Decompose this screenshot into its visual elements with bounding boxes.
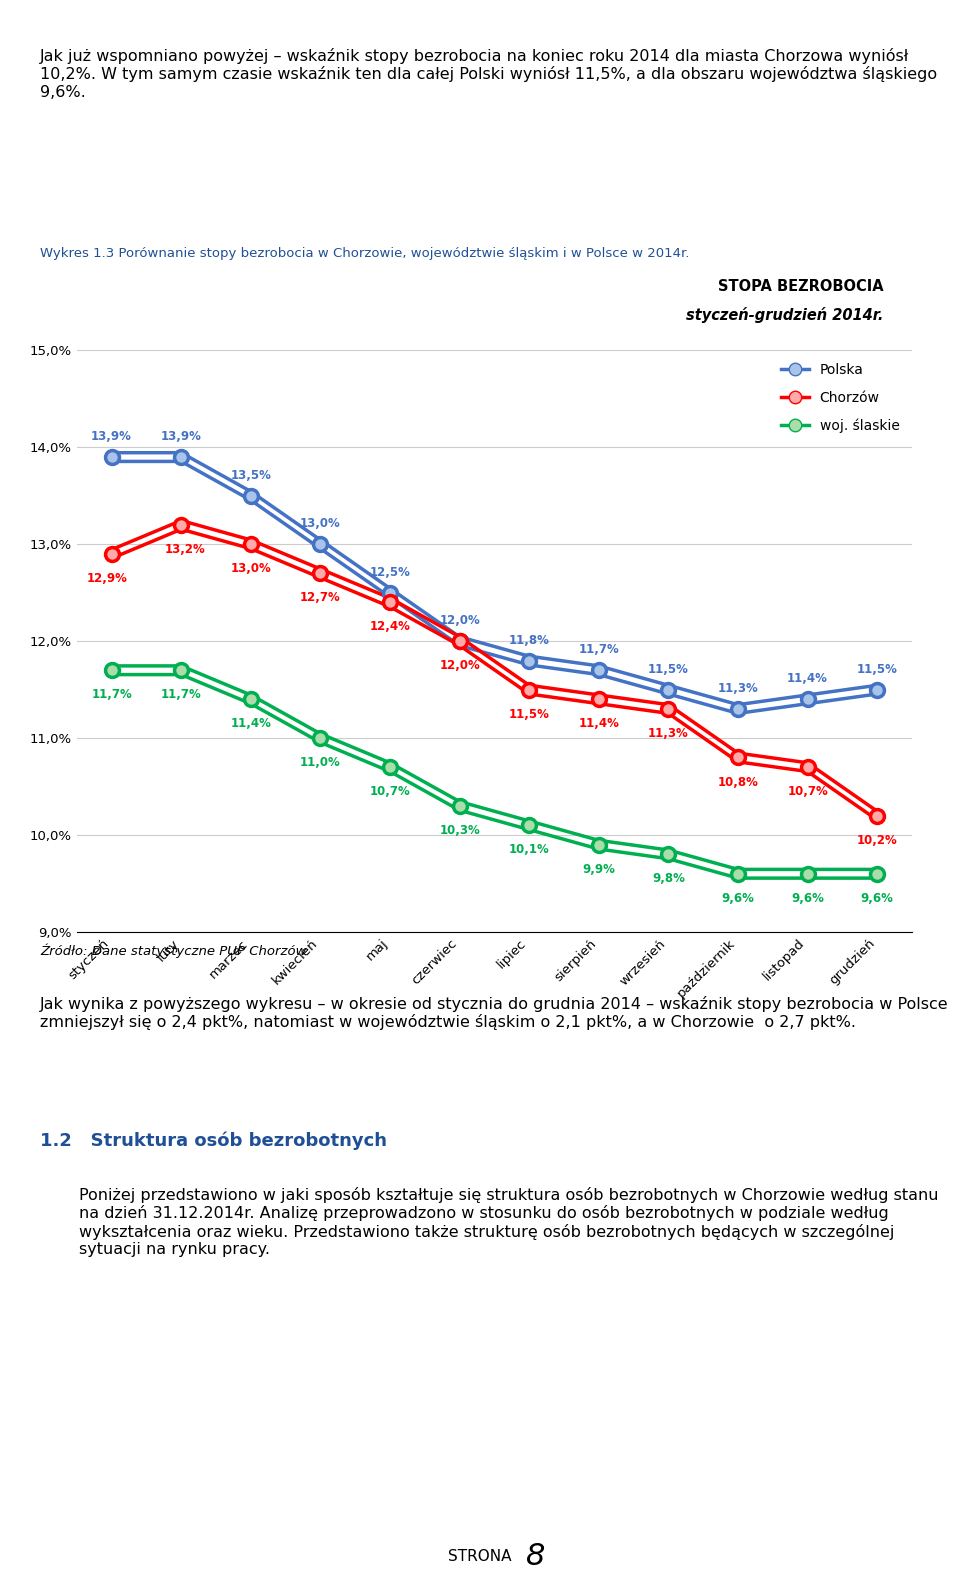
Text: 13,2%: 13,2% (165, 543, 205, 556)
Text: 13,0%: 13,0% (300, 518, 341, 530)
Text: 11,3%: 11,3% (718, 682, 758, 695)
Text: 9,6%: 9,6% (722, 892, 755, 905)
Text: Wykres 1.3 Porównanie stopy bezrobocia w Chorzowie, województwie śląskim i w Pol: Wykres 1.3 Porównanie stopy bezrobocia w… (40, 247, 689, 260)
Text: 13,9%: 13,9% (160, 430, 202, 443)
Text: 9,6%: 9,6% (861, 892, 894, 905)
Text: STOPA BEZROBOCIA: STOPA BEZROBOCIA (717, 279, 883, 293)
Text: Jak wynika z powyższego wykresu – w okresie od stycznia do grudnia 2014 – wskaźn: Jak wynika z powyższego wykresu – w okre… (40, 996, 948, 1031)
Text: 11,5%: 11,5% (509, 707, 550, 720)
Text: 13,9%: 13,9% (91, 430, 132, 443)
Text: 12,0%: 12,0% (440, 615, 480, 628)
Text: 10,3%: 10,3% (440, 824, 480, 836)
Text: 10,2%: 10,2% (857, 833, 898, 846)
Text: 12,9%: 12,9% (87, 572, 128, 585)
Text: 13,5%: 13,5% (230, 468, 272, 483)
Text: 12,0%: 12,0% (440, 660, 480, 672)
Text: styczeń-grudzień 2014r.: styczeń-grudzień 2014r. (685, 307, 883, 323)
Text: 11,5%: 11,5% (856, 663, 898, 675)
Text: 12,7%: 12,7% (300, 591, 341, 604)
Text: 9,6%: 9,6% (791, 892, 824, 905)
Text: 10,1%: 10,1% (509, 843, 549, 857)
Text: 11,3%: 11,3% (648, 726, 688, 741)
Text: 11,5%: 11,5% (648, 663, 689, 675)
Text: 9,8%: 9,8% (652, 873, 684, 886)
Text: 1.2   Struktura osób bezrobotnych: 1.2 Struktura osób bezrobotnych (40, 1131, 387, 1150)
Text: 11,4%: 11,4% (787, 672, 828, 685)
Text: 11,7%: 11,7% (579, 644, 619, 656)
Text: Źródło: Dane statystyczne PUP Chorzów.: Źródło: Dane statystyczne PUP Chorzów. (40, 943, 310, 957)
Text: 10,8%: 10,8% (717, 776, 758, 789)
Text: Poniżej przedstawiono w jaki sposób kształtuje się struktura osób bezrobotnych w: Poniżej przedstawiono w jaki sposób kszt… (79, 1187, 938, 1257)
Text: 12,4%: 12,4% (370, 621, 411, 634)
Text: 11,4%: 11,4% (230, 717, 272, 730)
Text: 11,0%: 11,0% (300, 757, 341, 769)
Text: 13,0%: 13,0% (230, 562, 271, 575)
Text: 11,8%: 11,8% (509, 634, 550, 647)
Text: 11,7%: 11,7% (161, 688, 202, 701)
Text: 12,5%: 12,5% (370, 566, 411, 578)
Text: 11,7%: 11,7% (91, 688, 132, 701)
Text: 10,7%: 10,7% (370, 785, 410, 798)
Text: 9,9%: 9,9% (583, 863, 615, 876)
Text: Jak już wspomniano powyżej – wskaźnik stopy bezrobocia na koniec roku 2014 dla m: Jak już wspomniano powyżej – wskaźnik st… (40, 48, 938, 100)
Text: 11,4%: 11,4% (578, 717, 619, 730)
Legend: Polska, Chorzów, woj. ślaskie: Polska, Chorzów, woj. ślaskie (775, 357, 905, 438)
Text: 10,7%: 10,7% (787, 785, 828, 798)
Text: 8: 8 (526, 1542, 545, 1571)
Text: STRONA: STRONA (448, 1550, 512, 1564)
